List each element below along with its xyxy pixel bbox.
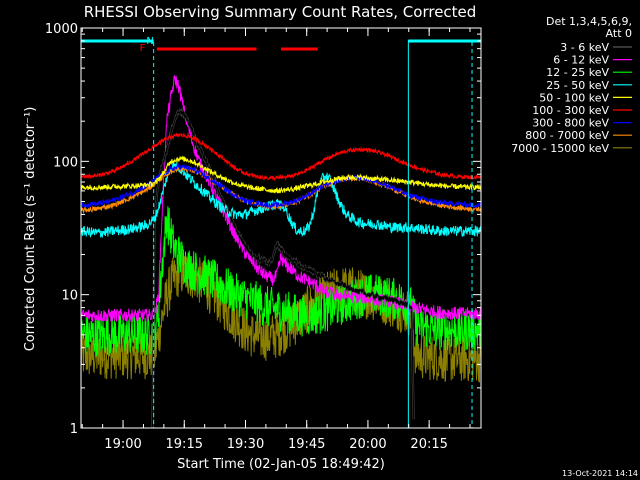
series-line-25-50-kev [80, 162, 482, 239]
legend-label: 100 - 300 keV [532, 104, 609, 117]
y-tick-label: 1 [70, 422, 78, 437]
flag-label-f: F [140, 43, 146, 54]
x-tick-label: 19:00 [104, 437, 141, 452]
y-tick-label: 1000 [45, 22, 78, 37]
series-line-50-100-kev [80, 155, 482, 194]
x-tick-label: 19:30 [227, 437, 264, 452]
series-line-6-12-kev [80, 75, 482, 324]
legend-label: 25 - 50 keV [546, 79, 609, 92]
legend-label: 3 - 6 keV [560, 41, 609, 54]
footer-date: 13-Oct-2021 14:14 [562, 469, 638, 478]
x-tick-label: 20:15 [410, 437, 447, 452]
legend-label: 6 - 12 keV [553, 54, 609, 67]
x-tick-label: 19:15 [166, 437, 203, 452]
legend-label: 50 - 100 keV [539, 91, 609, 104]
x-tick-label: 20:00 [349, 437, 386, 452]
legend-label: 300 - 800 keV [532, 117, 609, 130]
series-line-7000-15000-kev [80, 251, 482, 383]
x-tick-label: 19:45 [288, 437, 325, 452]
y-tick-label: 100 [53, 155, 78, 170]
series-line-12-25-kev [80, 206, 482, 357]
axis-layer: 1 10 100 1000 19:00 19:15 19:30 19:45 20:00 20:15 [45, 22, 481, 452]
flag-label-n: N [146, 36, 153, 47]
series-line-800-7000-kev [80, 165, 482, 214]
plot-frame [80, 27, 482, 429]
x-axis-label: Start Time (02-Jan-05 18:49:42) [177, 457, 385, 472]
legend-header-line-1: Att 0 [606, 27, 632, 40]
legend-label: 7000 - 15000 keV [511, 142, 609, 155]
series-line-300-800-kev [80, 162, 482, 210]
y-axis-label: Corrected Count Rate (s⁻¹ detector⁻¹) [23, 107, 38, 352]
chart-title: RHESSI Observing Summary Count Rates, Co… [84, 3, 477, 21]
legend-header-line-0: Det 1,3,4,5,6,9, [546, 15, 632, 28]
legend-label: 800 - 7000 keV [525, 129, 609, 142]
series-line-100-300-kev [80, 132, 482, 182]
series-layer [80, 75, 482, 429]
legend-label: 12 - 25 keV [546, 66, 609, 79]
y-tick-label: 10 [61, 289, 78, 304]
